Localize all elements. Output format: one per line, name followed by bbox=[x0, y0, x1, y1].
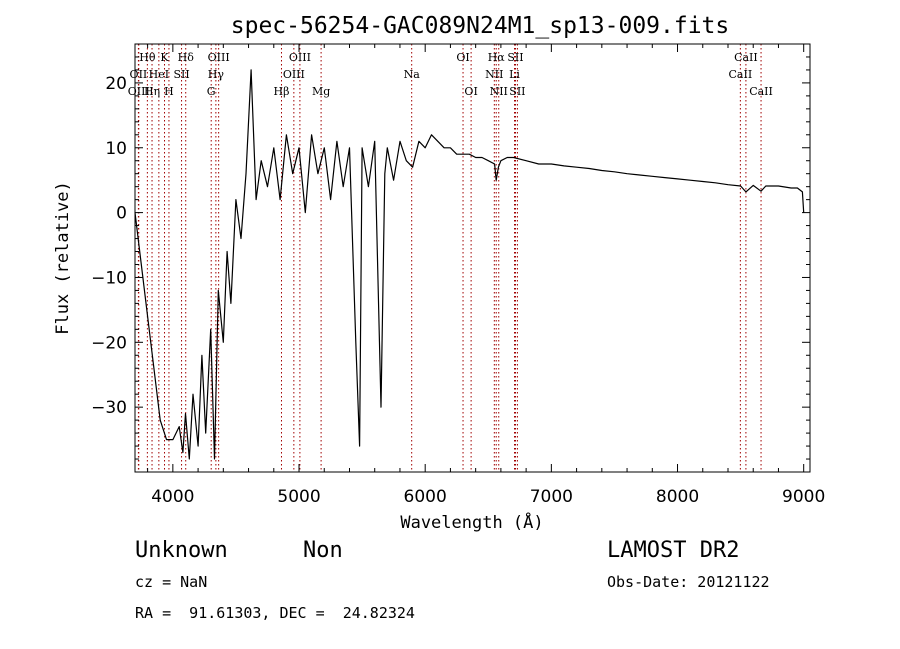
line-label-0: Hθ bbox=[139, 51, 156, 64]
line-label-10: Hγ bbox=[208, 68, 225, 81]
line-label-23: Li bbox=[509, 68, 520, 81]
object-subclass: Non bbox=[303, 538, 343, 563]
line-label-27: CaII bbox=[749, 85, 773, 98]
line-label-26: CaII bbox=[729, 68, 753, 81]
object-class: Unknown bbox=[135, 538, 228, 563]
y-axis-ticks: −30 −20 −10 0 10 20 bbox=[91, 43, 810, 460]
chart-title: spec-56254-GAC089N24M1_sp13-009.fits bbox=[231, 13, 730, 39]
x-tick-label-3: 7000 bbox=[530, 487, 573, 507]
line-label-20: NII bbox=[485, 68, 503, 81]
spectral-line-markers bbox=[137, 44, 762, 472]
spectrum-line bbox=[134, 69, 805, 460]
x-tick-label-2: 6000 bbox=[404, 487, 447, 507]
line-label-25: CaII bbox=[734, 51, 758, 64]
line-label-15: Mg bbox=[312, 85, 330, 98]
line-label-19: Hα bbox=[488, 51, 506, 64]
coordinates-label: RA = 91.61303, DEC = 24.82324 bbox=[135, 604, 415, 622]
line-label-17: OI bbox=[456, 51, 469, 64]
line-label-14: OIII bbox=[283, 68, 305, 81]
y-tick-label-0: −30 bbox=[91, 398, 127, 418]
line-label-18: OI bbox=[464, 85, 477, 98]
line-label-16: Na bbox=[404, 68, 421, 81]
line-label-11: G bbox=[207, 85, 216, 98]
x-tick-label-4: 8000 bbox=[656, 487, 699, 507]
line-label-6: H bbox=[164, 85, 174, 98]
y-tick-label-5: 20 bbox=[105, 74, 127, 94]
line-label-9: OIII bbox=[208, 51, 230, 64]
y-tick-label-1: −20 bbox=[91, 333, 127, 353]
line-label-7: SII bbox=[173, 68, 189, 81]
y-tick-label-2: −10 bbox=[91, 268, 127, 288]
obs-date-label: Obs-Date: 20121122 bbox=[607, 573, 770, 591]
y-tick-label-3: 0 bbox=[116, 204, 127, 224]
line-label-12: Hβ bbox=[274, 85, 290, 98]
x-axis-ticks: 4000 5000 6000 7000 8000 9000 bbox=[147, 44, 825, 507]
x-axis-label: Wavelength (Å) bbox=[400, 511, 543, 533]
line-label-13: OIII bbox=[289, 51, 311, 64]
x-tick-label-1: 5000 bbox=[277, 487, 320, 507]
survey-label: LAMOST DR2 bbox=[607, 538, 740, 563]
x-tick-label-0: 4000 bbox=[151, 487, 194, 507]
line-label-1: OII bbox=[130, 68, 148, 81]
line-label-21: NII bbox=[490, 85, 508, 98]
line-label-24: SII bbox=[509, 85, 525, 98]
line-label-3: Hη bbox=[144, 85, 160, 98]
line-label-2: OIII bbox=[128, 85, 150, 98]
line-label-4: K bbox=[160, 51, 169, 64]
line-label-8: Hδ bbox=[178, 51, 195, 64]
line-label-5: HeI bbox=[149, 68, 169, 81]
line-label-22: SII bbox=[507, 51, 523, 64]
y-tick-label-4: 10 bbox=[105, 139, 127, 159]
y-axis-label: Flux (relative) bbox=[53, 181, 73, 335]
redshift-label: cz = NaN bbox=[135, 573, 208, 591]
plot-frame bbox=[134, 43, 811, 473]
x-tick-label-5: 9000 bbox=[782, 487, 825, 507]
